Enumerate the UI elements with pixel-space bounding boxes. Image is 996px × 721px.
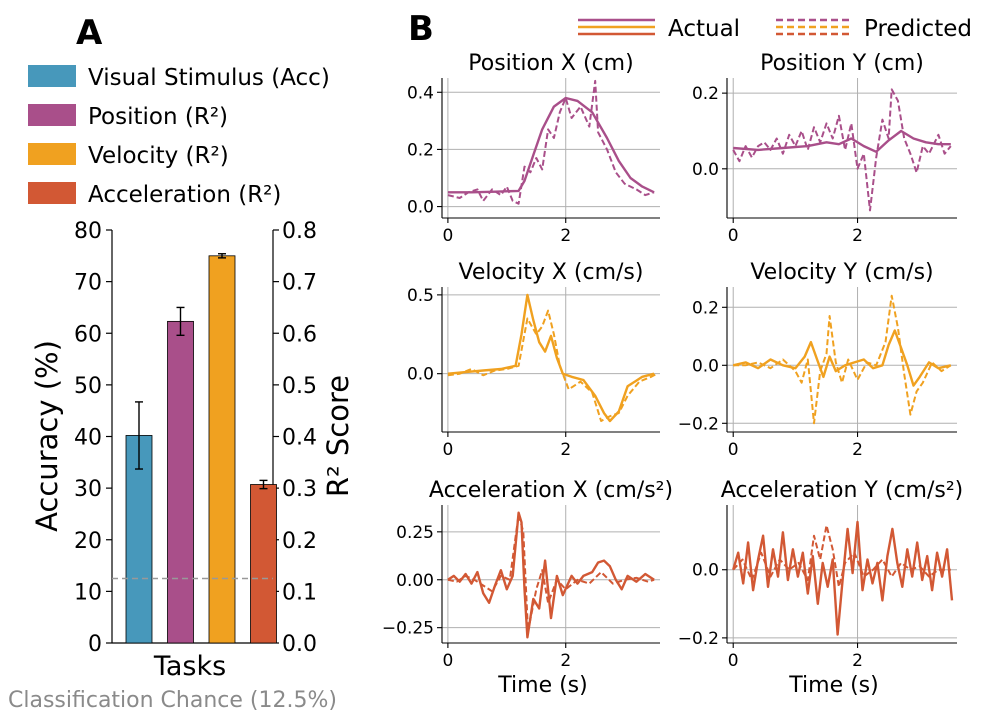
subplot-title: Acceleration Y (cm/s²) [721, 478, 964, 503]
legend-swatch-0 [28, 65, 76, 87]
ytick-label: −0.2 [678, 414, 719, 434]
panel-label-a: A [76, 13, 103, 53]
panel-a-right-tick-label: 0.1 [282, 580, 317, 605]
panel-a-right-tick-label: 0.3 [282, 477, 317, 502]
legend-label-3: Acceleration (R²) [88, 182, 281, 208]
subplot-title: Position Y (cm) [760, 51, 924, 76]
series-actual [732, 520, 954, 636]
legend-swatch-1 [28, 104, 76, 126]
bar-3 [250, 484, 277, 644]
xtick-label: 2 [560, 226, 571, 246]
panel-a-right-tick-label: 0.2 [282, 529, 317, 554]
subplot-xlabel: Time (s) [497, 673, 587, 698]
legend-label-2: Velocity (R²) [88, 143, 229, 169]
subplot-title: Velocity X (cm/s) [459, 260, 644, 285]
panel-a-left-tick-label: 70 [74, 271, 102, 296]
series-predicted [733, 294, 952, 425]
ytick-label: 0.5 [407, 286, 434, 306]
legend-actual-label: Actual [668, 16, 740, 42]
xtick-label: 0 [728, 226, 739, 246]
ytick-label: 0.0 [407, 198, 434, 218]
legend-predicted-label: Predicted [864, 16, 972, 42]
subplot-title: Acceleration X (cm/s²) [429, 478, 673, 503]
ytick-label: 0.2 [692, 298, 719, 318]
series-predicted [447, 79, 655, 205]
series-predicted [447, 309, 658, 422]
legend-swatch-2 [28, 143, 76, 165]
bar-0 [125, 435, 153, 644]
bar-1 [167, 320, 194, 644]
ytick-label: 0.4 [407, 83, 434, 103]
ytick-label: 0.2 [407, 140, 434, 160]
series-actual [447, 96, 655, 194]
subplot-title: Position X (cm) [468, 51, 633, 76]
xtick-label: 2 [852, 651, 863, 671]
panel-a-left-tick-label: 0 [88, 632, 102, 657]
panel-a-xlabel: Tasks [153, 651, 226, 682]
panel-label-b: B [408, 9, 434, 49]
legend-panel-b: Actual Predicted [578, 16, 972, 42]
panel-a-ylabel-right: R² Score [321, 375, 355, 497]
subplot-acc-y: −0.2 0.0 0 2 Acceleration Y (cm/s²) Time (s) [678, 478, 964, 698]
panel-a-right-tick-label: 0.7 [282, 271, 317, 296]
xtick-label: 0 [442, 226, 453, 246]
panel-a-bar-chart: 0 10 20 30 40 50 60 70 80 0.0 0.1 0.2 0.3 0.4 0.5 0.6 0.… [30, 219, 355, 682]
xtick-label: 0 [728, 440, 739, 460]
subplot-xlabel: Time (s) [788, 673, 878, 698]
ytick-label: −0.25 [382, 619, 434, 639]
panel-a-left-tick-label: 10 [74, 580, 102, 605]
subplot-pos-y: 0.0 0.2 0 2 Position Y (cm) [692, 51, 957, 246]
xtick-label: 0 [442, 651, 453, 671]
subplot-vel-y: −0.2 0.0 0.2 0 2 Velocity Y (cm/s) [678, 260, 957, 460]
panel-a-left-tick-label: 30 [74, 477, 102, 502]
panel-a-right-tick-label: 0.8 [282, 219, 317, 244]
xtick-label: 2 [560, 651, 571, 671]
subplot-title: Velocity Y (cm/s) [750, 260, 933, 285]
ytick-label: 0.0 [692, 356, 719, 376]
panel-a-left-tick-label: 40 [74, 426, 102, 451]
panel-a-left-tick-label: 20 [74, 529, 102, 554]
ytick-label: 0.0 [407, 365, 434, 385]
panel-a-right-tick-label: 0.0 [282, 632, 317, 657]
series-actual [447, 293, 655, 423]
panel-a-right-tick-label: 0.5 [282, 374, 317, 399]
subplot-vel-x: 0.0 0.5 0 2 Velocity X (cm/s) [407, 260, 660, 460]
subplot-pos-x: 0.0 0.2 0.4 0 2 Position X (cm) [407, 51, 660, 246]
series-actual [732, 329, 952, 387]
bar-2 [208, 255, 236, 644]
panel-a-right-tick-label: 0.6 [282, 322, 317, 347]
ytick-label: 0.25 [396, 523, 434, 543]
xtick-label: 2 [560, 440, 571, 460]
legend-label-0: Visual Stimulus (Acc) [88, 65, 330, 91]
legend-swatch-3 [28, 182, 76, 204]
panel-a-left-tick-label: 60 [74, 322, 102, 347]
panel-a-left-tick-label: 80 [74, 219, 102, 244]
panel-b-line-charts: 0.0 0.2 0.4 0 2 Position X (cm) 0.0 0.2 0 2 Positi… [382, 51, 963, 698]
panel-a-ylabel-left: Accuracy (%) [30, 340, 64, 532]
panel-a-left-tick-label: 50 [74, 374, 102, 399]
series-predicted [732, 524, 951, 588]
ytick-label: 0.2 [692, 84, 719, 104]
xtick-label: 2 [852, 226, 863, 246]
ytick-label: 0.0 [692, 160, 719, 180]
xtick-label: 0 [442, 440, 453, 460]
series-actual [733, 129, 951, 153]
legend-label-1: Position (R²) [88, 104, 228, 130]
ytick-label: −0.2 [678, 629, 719, 649]
legend-panel-a: Visual Stimulus (Acc) Position (R²) Veloci… [28, 65, 330, 208]
series-actual [447, 511, 655, 639]
xtick-label: 2 [852, 440, 863, 460]
subplot-acc-x: −0.25 0.00 0.25 0 2 Acceleration X (cm/s²) Tim… [382, 478, 673, 698]
xtick-label: 0 [728, 651, 739, 671]
classification-chance-label: Classification Chance (12.5%) [8, 688, 337, 713]
ytick-label: 0.00 [396, 571, 434, 591]
panel-a-right-tick-label: 0.4 [282, 426, 317, 451]
ytick-label: 0.0 [692, 561, 719, 581]
